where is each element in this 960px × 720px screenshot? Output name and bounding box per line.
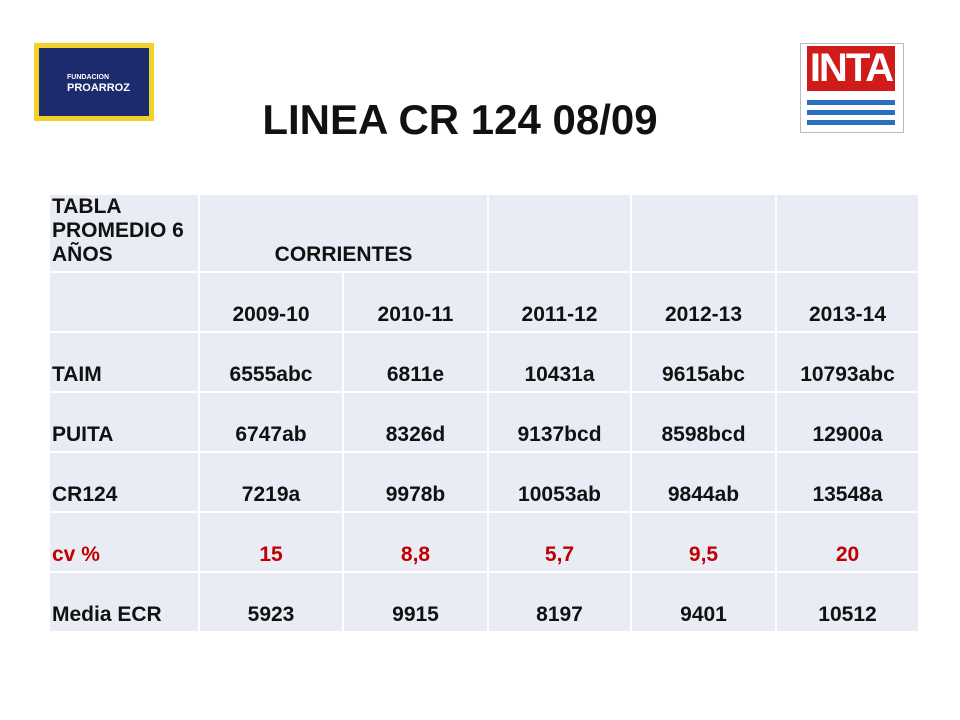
column-header: 2011-12 xyxy=(487,271,632,333)
logo-stripe xyxy=(807,120,895,125)
table-row: 2009-10 2010-11 2011-12 2012-13 2013-14 xyxy=(48,271,920,333)
cell: 9915 xyxy=(342,571,489,633)
row-label: PUITA xyxy=(48,391,200,453)
table-row: cv % 15 8,8 5,7 9,5 20 xyxy=(48,511,920,573)
logo-stripe xyxy=(807,110,895,115)
cell xyxy=(775,193,920,273)
table-row: Media ECR 5923 9915 8197 9401 10512 xyxy=(48,571,920,633)
cell: 10793abc xyxy=(775,331,920,393)
cell: 5923 xyxy=(198,571,344,633)
title: LINEA CR 124 08/09 xyxy=(262,96,658,143)
cell: 20 xyxy=(775,511,920,573)
table-title: TABLA PROMEDIO 6 AÑOS xyxy=(48,193,200,273)
cell: 9137bcd xyxy=(487,391,632,453)
table-row: PUITA 6747ab 8326d 9137bcd 8598bcd 12900a xyxy=(48,391,920,453)
logo-inta: INTA xyxy=(800,43,904,133)
cell xyxy=(487,193,632,273)
logo-text: INTA xyxy=(807,46,895,91)
cell: 10431a xyxy=(487,331,632,393)
cell: 8598bcd xyxy=(630,391,777,453)
cell: 10053ab xyxy=(487,451,632,513)
cell: 15 xyxy=(198,511,344,573)
row-label: TAIM xyxy=(48,331,200,393)
cell xyxy=(630,193,777,273)
column-header: 2009-10 xyxy=(198,271,344,333)
logo-text: FUNDACION xyxy=(67,74,109,81)
cell: 6811e xyxy=(342,331,489,393)
cell: 9401 xyxy=(630,571,777,633)
cell: 6555abc xyxy=(198,331,344,393)
row-label: cv % xyxy=(48,511,200,573)
cell: 8197 xyxy=(487,571,632,633)
logo-stripe xyxy=(807,100,895,105)
cell: 13548a xyxy=(775,451,920,513)
cell xyxy=(48,271,200,333)
cell: 9978b xyxy=(342,451,489,513)
logo-text: PROARROZ xyxy=(67,82,130,94)
cell: 5,7 xyxy=(487,511,632,573)
cell: 6747ab xyxy=(198,391,344,453)
group-header: CORRIENTES xyxy=(198,193,489,273)
column-header: 2012-13 xyxy=(630,271,777,333)
table-row: TABLA PROMEDIO 6 AÑOS CORRIENTES xyxy=(48,193,920,273)
cell: 9,5 xyxy=(630,511,777,573)
data-table: TABLA PROMEDIO 6 AÑOS CORRIENTES 2009-10… xyxy=(48,193,920,633)
cell: 9844ab xyxy=(630,451,777,513)
table-row: CR124 7219a 9978b 10053ab 9844ab 13548a xyxy=(48,451,920,513)
cell: 12900a xyxy=(775,391,920,453)
row-label: CR124 xyxy=(48,451,200,513)
cell: 9615abc xyxy=(630,331,777,393)
cell: 7219a xyxy=(198,451,344,513)
cell: 10512 xyxy=(775,571,920,633)
cell: 8326d xyxy=(342,391,489,453)
table-row: TAIM 6555abc 6811e 10431a 9615abc 10793abc xyxy=(48,331,920,393)
cell: 8,8 xyxy=(342,511,489,573)
column-header: 2013-14 xyxy=(775,271,920,333)
logo-proarroz: FUNDACION PROARROZ xyxy=(34,43,154,121)
row-label: Media ECR xyxy=(48,571,200,633)
column-header: 2010-11 xyxy=(342,271,489,333)
